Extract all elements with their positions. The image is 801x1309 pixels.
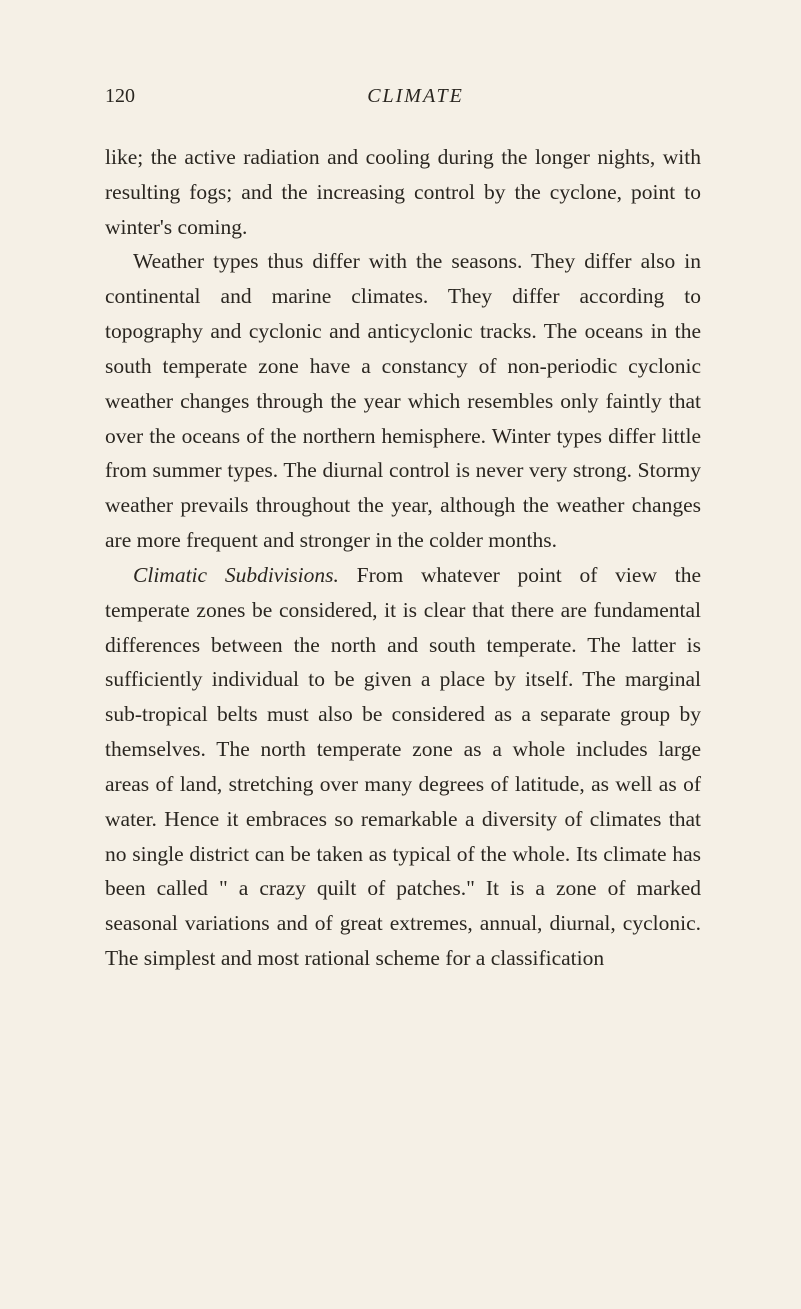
paragraph-1: like; the active radiation and cooling d… xyxy=(105,140,701,244)
body-text: like; the active radiation and cooling d… xyxy=(105,140,701,976)
page-number: 120 xyxy=(105,85,135,108)
paragraph-3: Climatic Subdivisions. From whatever poi… xyxy=(105,558,701,976)
page-header: 120 CLIMATE xyxy=(105,85,701,108)
paragraph-3-body: From whatever point of view the temperat… xyxy=(105,563,701,970)
chapter-title: CLIMATE xyxy=(367,85,464,108)
header-spacer xyxy=(696,85,701,108)
paragraph-2: Weather types thus differ with the seaso… xyxy=(105,244,701,557)
paragraph-3-heading: Climatic Subdivisions. xyxy=(133,563,339,587)
